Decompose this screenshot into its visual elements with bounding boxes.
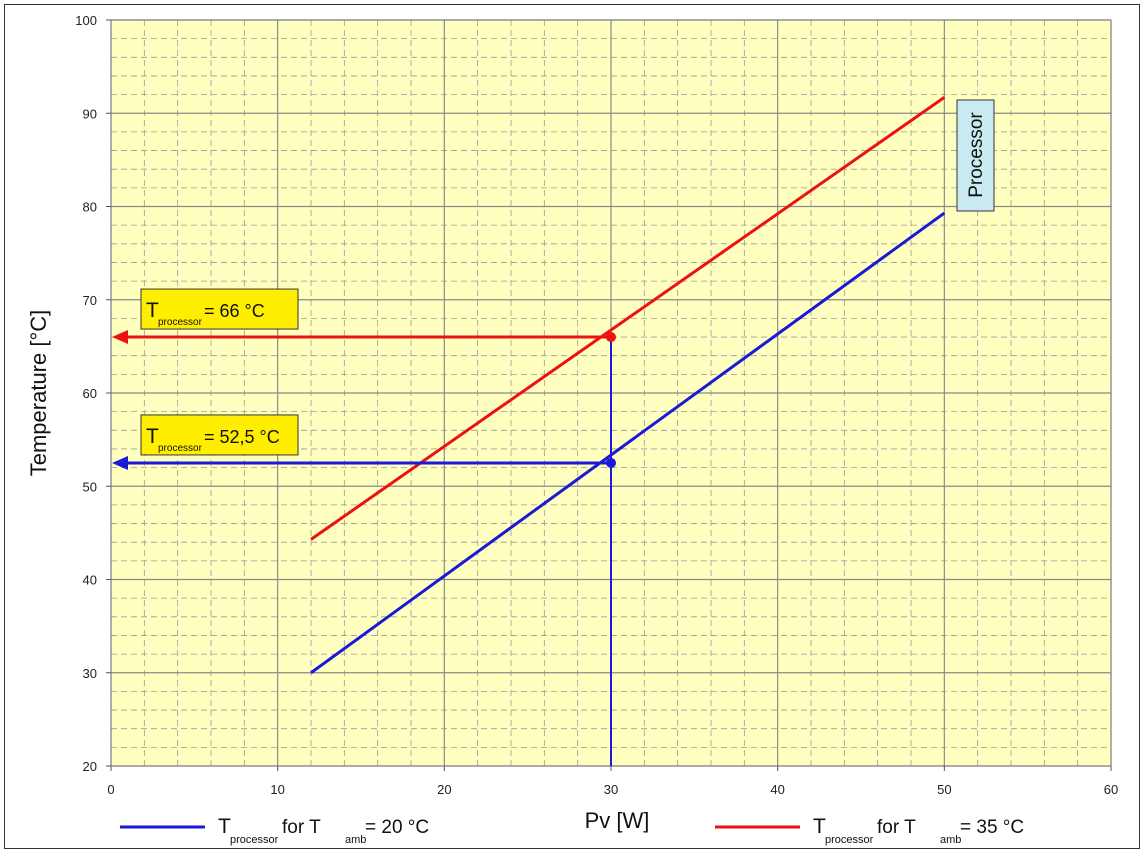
legend-name-tail-0: = 20 °C — [365, 817, 429, 838]
y-tick-label: 100 — [75, 13, 97, 28]
processor-label: Processor — [956, 99, 995, 212]
x-tick-label: 40 — [770, 782, 784, 797]
x-tick-label: 30 — [604, 782, 618, 797]
annotation-sub-0: processor — [158, 317, 203, 328]
x-tick-label: 20 — [437, 782, 451, 797]
y-tick-label: 20 — [83, 759, 97, 774]
y-tick-label: 70 — [83, 293, 97, 308]
x-tick-label: 50 — [937, 782, 951, 797]
guide-marker-1 — [606, 457, 616, 468]
legend-name-sub-0: processor — [230, 834, 279, 846]
y-tick-label: 40 — [83, 573, 97, 588]
annotation-value-0: = 66 °C — [204, 301, 265, 321]
y-tick-label: 30 — [83, 666, 97, 681]
y-tick-label: 90 — [83, 106, 97, 121]
processor-label-text: Processor — [966, 112, 987, 198]
legend-name-main-1: T — [813, 815, 826, 838]
x-tick-label: 60 — [1104, 782, 1118, 797]
annotation-value-1: = 52,5 °C — [204, 427, 280, 447]
annotation-main-0: T — [146, 299, 159, 322]
annotation-main-1: T — [146, 425, 159, 448]
series-lines — [310, 96, 946, 674]
x-axis-title: Pv [W] — [585, 808, 650, 833]
x-tick-label: 0 — [107, 782, 114, 797]
legend-name-sub2-0: amb — [345, 834, 366, 846]
legend-name-mid-1: for T — [877, 817, 916, 838]
guide-arrow-head-1 — [112, 455, 128, 470]
series-line-1 — [310, 96, 946, 541]
legend-name-main-0: T — [218, 815, 231, 838]
y-axis-ticks: 20 30 40 50 60 70 80 90 100 — [75, 13, 111, 774]
processor-label-box — [956, 99, 995, 212]
y-tick-label: 80 — [83, 200, 97, 215]
annotation-sub-1: processor — [158, 443, 203, 454]
guide-arrow-head-0 — [112, 330, 128, 345]
series-line-0 — [310, 211, 946, 674]
annotation-box-1 — [140, 414, 299, 456]
x-axis-ticks: 0 10 20 30 40 50 60 — [107, 766, 1118, 797]
y-tick-label: 60 — [83, 386, 97, 401]
reading-guides — [112, 330, 616, 766]
legend-name-mid-0: for T — [282, 817, 321, 838]
y-tick-label: 50 — [83, 479, 97, 494]
y-axis-title: Temperature [°C] — [26, 310, 51, 477]
legend-name-sub2-1: amb — [940, 834, 961, 846]
guide-marker-0 — [606, 332, 616, 343]
annotation-box-0 — [140, 288, 299, 330]
x-tick-label: 10 — [270, 782, 284, 797]
legend-name-tail-1: = 35 °C — [960, 817, 1024, 838]
legend-name-sub-1: processor — [825, 834, 874, 846]
